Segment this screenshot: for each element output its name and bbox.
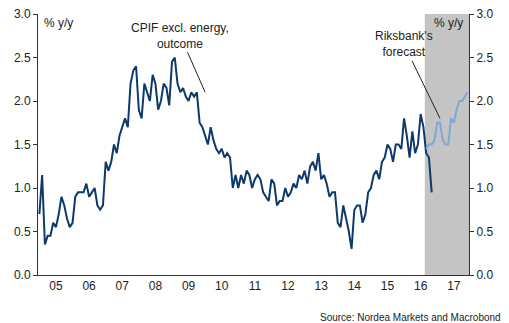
svg-text:CPIF excl. energy,outcome: CPIF excl. energy,outcome	[131, 21, 229, 51]
svg-text:1.0: 1.0	[476, 181, 493, 195]
svg-text:05: 05	[49, 279, 63, 293]
svg-text:% y/y: % y/y	[44, 16, 73, 30]
svg-text:1.5: 1.5	[14, 138, 31, 152]
svg-text:08: 08	[149, 279, 163, 293]
svg-text:06: 06	[82, 279, 96, 293]
svg-text:0.0: 0.0	[476, 268, 493, 282]
svg-text:0.5: 0.5	[14, 225, 31, 239]
svg-text:14: 14	[348, 279, 362, 293]
svg-text:09: 09	[182, 279, 196, 293]
svg-text:12: 12	[281, 279, 295, 293]
svg-text:2.5: 2.5	[14, 51, 31, 65]
svg-text:16: 16	[414, 279, 428, 293]
svg-text:0.0: 0.0	[14, 268, 31, 282]
svg-text:11: 11	[249, 279, 262, 293]
svg-text:2.5: 2.5	[476, 51, 493, 65]
svg-text:10: 10	[215, 279, 229, 293]
svg-text:1.0: 1.0	[14, 181, 31, 195]
svg-text:2.0: 2.0	[14, 94, 31, 108]
svg-text:Riksbank'sforecast: Riksbank'sforecast	[375, 29, 433, 59]
svg-text:13: 13	[315, 279, 329, 293]
svg-text:% y/y: % y/y	[434, 16, 463, 30]
svg-text:3.0: 3.0	[476, 7, 493, 21]
svg-text:17: 17	[447, 279, 461, 293]
svg-text:3.0: 3.0	[14, 7, 31, 21]
svg-text:15: 15	[381, 279, 395, 293]
svg-text:0.5: 0.5	[476, 225, 493, 239]
svg-text:Source: Nordea Markets and Mac: Source: Nordea Markets and Macrobond	[320, 312, 501, 323]
svg-text:2.0: 2.0	[476, 94, 493, 108]
svg-text:1.5: 1.5	[476, 138, 493, 152]
svg-text:07: 07	[116, 279, 130, 293]
